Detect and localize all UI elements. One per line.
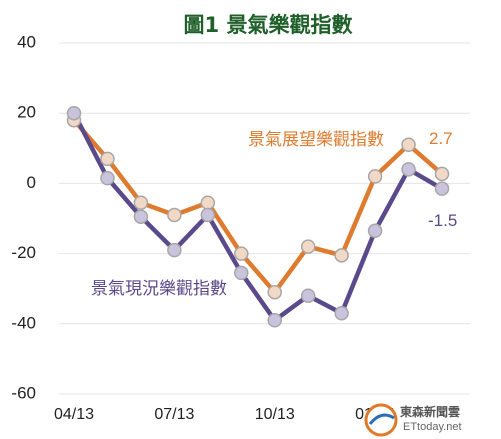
series-lines xyxy=(71,110,445,323)
data-point-0-3 xyxy=(167,207,182,223)
watermark-brand: 東森新聞雲 xyxy=(400,404,460,419)
x-tick-label: 10/13 xyxy=(255,406,295,423)
data-point-1-5 xyxy=(234,265,249,281)
y-tick-label: 20 xyxy=(17,103,36,122)
data-point-1-6 xyxy=(267,313,282,328)
data-point-0-5 xyxy=(234,246,249,261)
series-label-current: 景氣現況樂觀指數 xyxy=(91,279,227,299)
data-point-1-3 xyxy=(167,242,182,258)
logo-swoosh-icon xyxy=(368,413,395,425)
data-point-1-0 xyxy=(66,105,82,121)
y-tick-label: -40 xyxy=(11,313,36,332)
watermark-logo: 東森新聞雲 ETtoday.net xyxy=(364,403,462,437)
data-point-1-10 xyxy=(401,162,416,177)
y-tick-label: -60 xyxy=(11,383,36,402)
y-tick-label: 40 xyxy=(17,32,36,51)
x-tick-label: 04/13 xyxy=(54,406,94,423)
data-point-0-8 xyxy=(334,248,349,263)
data-point-1-8 xyxy=(334,306,349,321)
data-point-1-9 xyxy=(367,223,383,239)
series-points xyxy=(66,105,450,328)
end-label-current: -1.5 xyxy=(428,211,457,230)
data-point-0-4 xyxy=(200,195,216,210)
data-point-0-9 xyxy=(367,169,383,184)
logo-icon xyxy=(364,403,398,437)
y-tick-label: 0 xyxy=(27,173,36,192)
data-point-1-11 xyxy=(434,181,450,196)
data-point-0-10 xyxy=(401,137,416,153)
data-point-0-1 xyxy=(100,151,115,167)
grid xyxy=(59,42,470,395)
data-point-0-11 xyxy=(434,166,450,182)
watermark-site: ETtoday.net xyxy=(403,421,462,433)
data-point-1-2 xyxy=(133,209,149,224)
series-label-outlook: 景氣展望樂觀指數 xyxy=(248,130,384,150)
series-line-1 xyxy=(71,110,445,323)
data-point-0-2 xyxy=(133,195,149,210)
y-tick-label: -20 xyxy=(11,243,36,262)
data-point-0-6 xyxy=(267,284,282,300)
x-tick-label: 07/13 xyxy=(154,406,194,423)
end-label-outlook: 2.7 xyxy=(429,129,453,148)
data-point-1-1 xyxy=(100,170,115,186)
data-point-0-7 xyxy=(300,239,316,254)
y-axis-ticks: 40 20 0 -20 -40 -60 xyxy=(11,32,36,402)
chart-title: 圖1 景氣樂觀指數 xyxy=(184,13,353,37)
data-point-1-7 xyxy=(300,288,316,303)
data-point-1-4 xyxy=(200,207,216,223)
series-line-0 xyxy=(71,117,445,295)
